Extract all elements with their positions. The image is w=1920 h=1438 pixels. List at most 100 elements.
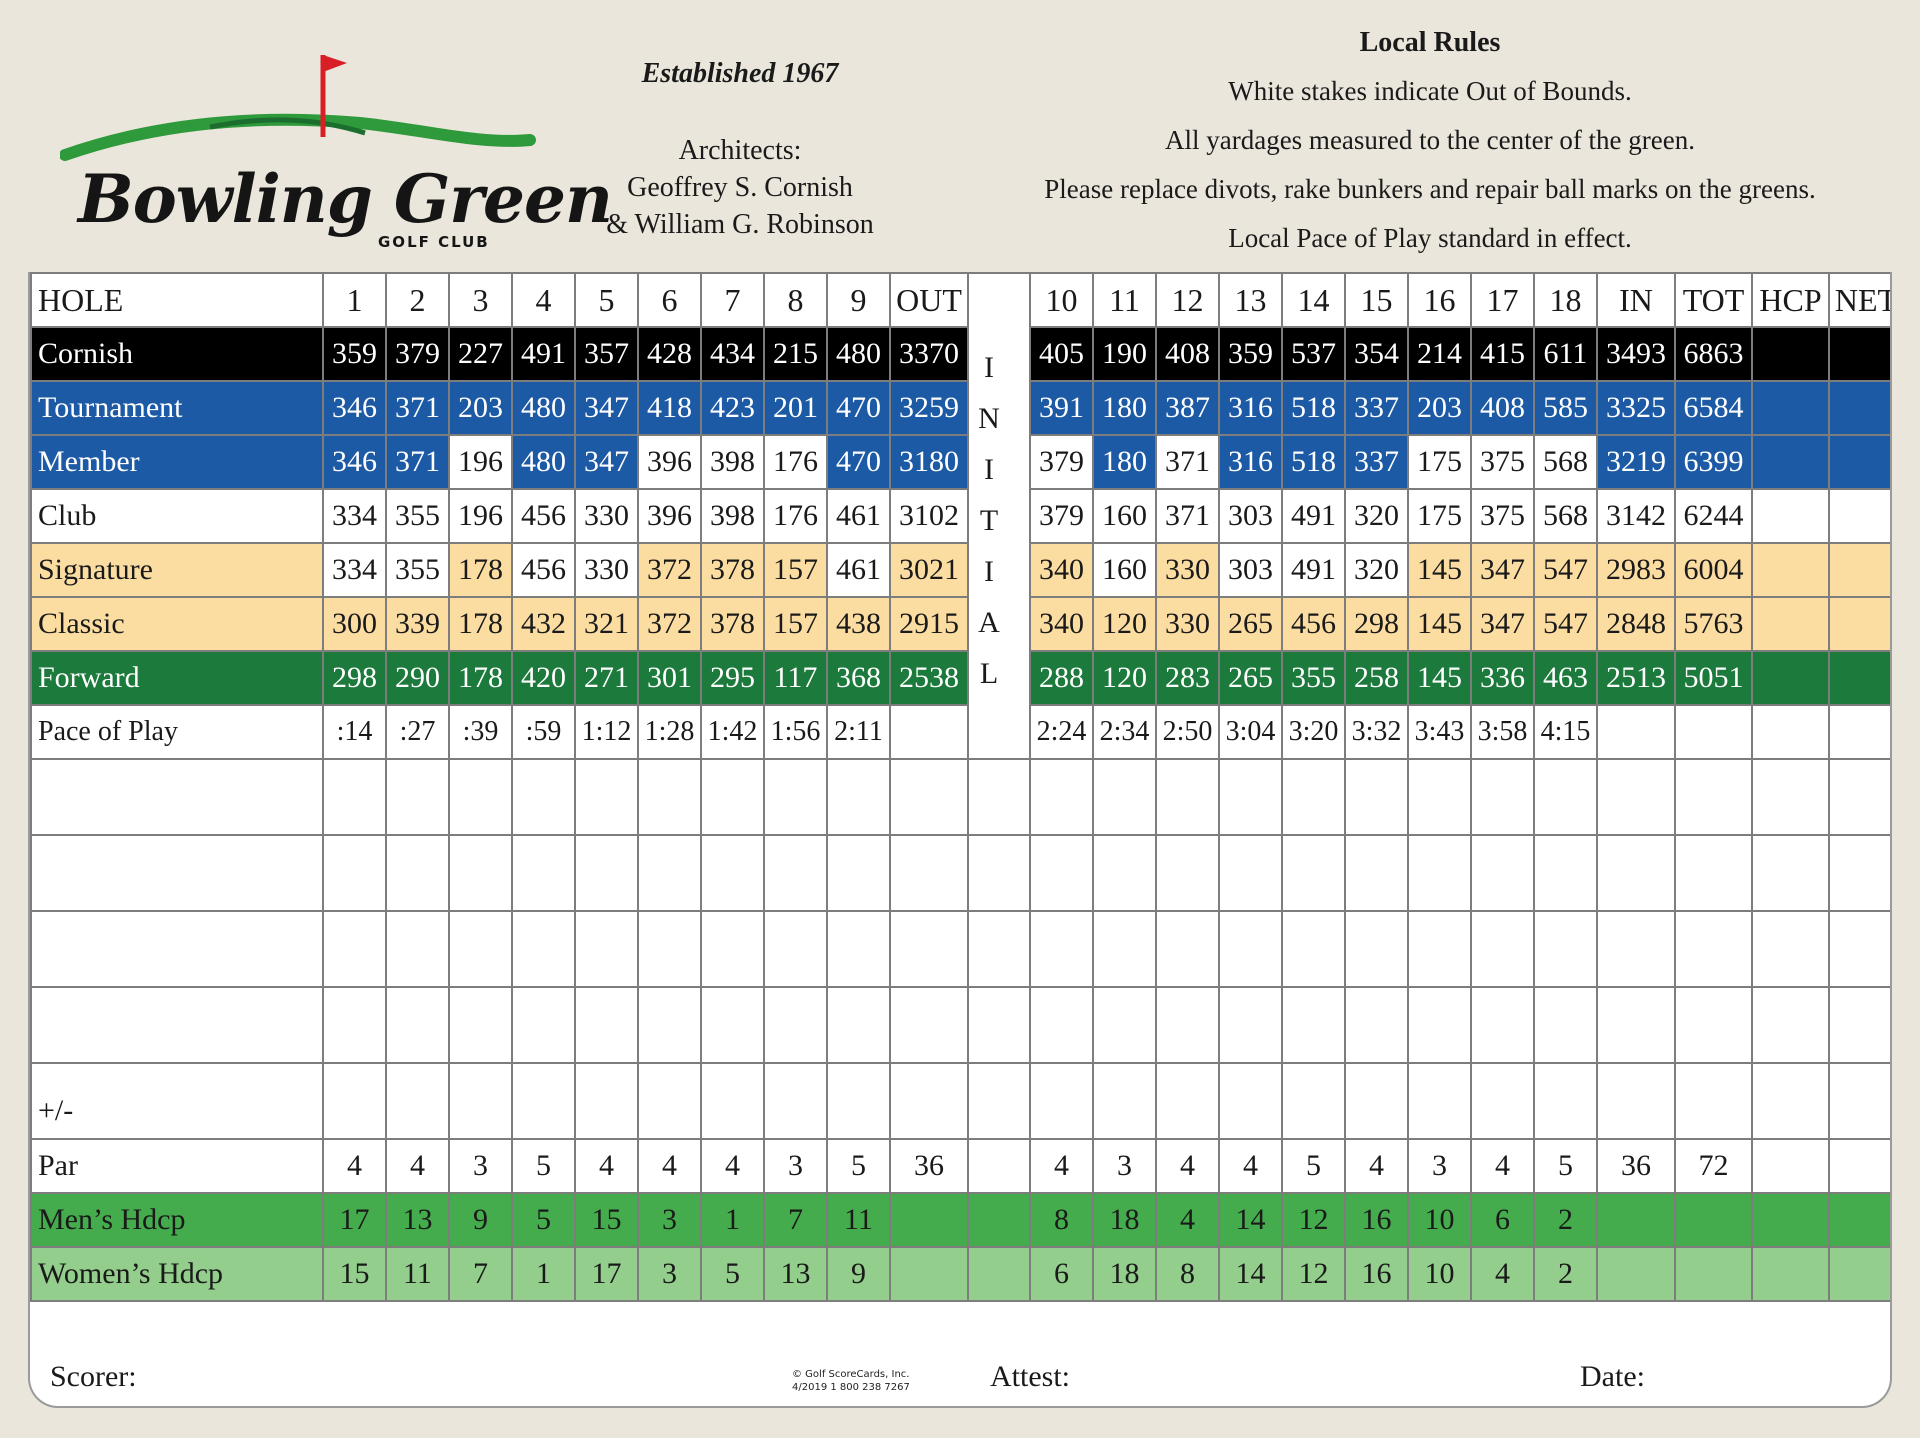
score-entry-cell — [1470, 910, 1535, 988]
tee-row-classic: Classic 300 339 178 432 321 372 378 157 438 2915 34… — [30, 596, 1890, 652]
pace-cell: 1:28 — [637, 704, 702, 760]
hole-header-label: HOLE — [30, 272, 324, 328]
yardage-cell: 354 — [1344, 326, 1409, 382]
total-yardage: 5763 — [1674, 596, 1753, 652]
par-cell: 3 — [1092, 1138, 1157, 1194]
pace-cell: 2:24 — [1029, 704, 1094, 760]
yardage-cell: 295 — [700, 650, 765, 706]
hole-number: 1 — [322, 272, 387, 328]
yardage-cell: 120 — [1092, 596, 1157, 652]
hdcp-cell: 1 — [511, 1246, 576, 1302]
score-entry-cell — [763, 910, 828, 988]
yardage-cell: 196 — [448, 488, 513, 544]
score-entry-cell — [1218, 1062, 1283, 1140]
score-entry-cell — [574, 1062, 639, 1140]
pace-of-play-row: Pace of Play:14:27:39:59 1:12 1:28 1:42 1:56… — [30, 704, 1890, 760]
score-entry-cell — [574, 910, 639, 988]
yardage-cell: 301 — [637, 650, 702, 706]
out-header: OUT — [889, 272, 969, 328]
yardage-cell: 330 — [574, 488, 639, 544]
established: Established 1967 — [641, 58, 839, 89]
par-cell: 4 — [1155, 1138, 1220, 1194]
score-entry-cell — [967, 910, 1031, 988]
player-score-row — [30, 986, 1890, 1064]
yardage-cell: 398 — [700, 434, 765, 490]
score-entry-cell — [1281, 986, 1346, 1064]
hole-number: 12 — [1155, 272, 1220, 328]
score-entry-cell — [763, 758, 828, 836]
yardage-cell: 396 — [637, 434, 702, 490]
par-cell: 5 — [1533, 1138, 1598, 1194]
hcp-cell — [1751, 542, 1830, 598]
yardage-cell: 371 — [1155, 434, 1220, 490]
yardage-cell: 145 — [1407, 650, 1472, 706]
yardage-cell: 346 — [322, 434, 387, 490]
score-entry-cell — [1674, 758, 1753, 836]
par-cell: 4 — [574, 1138, 639, 1194]
yardage-cell: 518 — [1281, 434, 1346, 490]
hdcp-cell: 12 — [1281, 1246, 1346, 1302]
yardage-cell: 303 — [1218, 488, 1283, 544]
par-cell: 4 — [322, 1138, 387, 1194]
yardage-cell: 371 — [385, 434, 450, 490]
hdcp-cell: 6 — [1029, 1246, 1094, 1302]
yardage-cell: 337 — [1344, 380, 1409, 436]
score-entry-cell — [763, 986, 828, 1064]
club-name: Bowling Green — [78, 160, 613, 238]
copyright-line: 4/2019 1 800 238 7267 — [792, 1382, 910, 1393]
score-entry-cell — [826, 986, 891, 1064]
yardage-cell: 337 — [1344, 434, 1409, 490]
par-cell: 3 — [1407, 1138, 1472, 1194]
yardage-cell: 355 — [385, 542, 450, 598]
architects-label: Architects: — [678, 135, 802, 166]
copyright-notice: © Golf ScoreCards, Inc. 4/2019 1 800 238… — [792, 1368, 910, 1394]
local-rules-title: Local Rules — [1359, 27, 1501, 58]
yardage-cell: 355 — [385, 488, 450, 544]
hcp-cell — [1751, 434, 1830, 490]
pace-cell: 3:32 — [1344, 704, 1409, 760]
initial-letter: T — [979, 504, 999, 537]
yardage-cell: 320 — [1344, 542, 1409, 598]
yardage-cell: 568 — [1533, 434, 1598, 490]
flag-swoosh-icon — [60, 55, 536, 161]
yardage-cell: 470 — [826, 434, 891, 490]
empty-cell — [1674, 704, 1753, 760]
out-total: 3102 — [889, 488, 969, 544]
score-entry-cell — [1281, 758, 1346, 836]
tee-row-forward: Forward 298 290 178 420 271 301 295 117 368 2538 28… — [30, 650, 1890, 706]
yardage-cell: 190 — [1092, 326, 1157, 382]
par-cell: 5 — [511, 1138, 576, 1194]
hdcp-empty — [967, 1192, 1031, 1248]
score-entry-cell — [1407, 1062, 1472, 1140]
initial-letter: I — [984, 453, 994, 486]
tee-name: Classic — [30, 596, 324, 652]
yardage-cell: 120 — [1092, 650, 1157, 706]
par-cell: 4 — [1344, 1138, 1409, 1194]
yardage-cell: 375 — [1470, 434, 1535, 490]
net-cell — [1828, 596, 1890, 652]
hdcp-cell: 3 — [637, 1192, 702, 1248]
hdcp-cell: 16 — [1344, 1192, 1409, 1248]
par-cell: 4 — [385, 1138, 450, 1194]
architect-2: & William G. Robinson — [606, 209, 874, 240]
hdcp-cell: 13 — [763, 1246, 828, 1302]
yardage-cell: 547 — [1533, 542, 1598, 598]
par-cell: 4 — [637, 1138, 702, 1194]
date-label: Date: — [1580, 1360, 1645, 1393]
yardage-cell: 491 — [511, 326, 576, 382]
empty-cell — [1596, 704, 1676, 760]
par-cell: 3 — [763, 1138, 828, 1194]
hole-number: 18 — [1533, 272, 1598, 328]
hdcp-cell: 15 — [574, 1192, 639, 1248]
hole-number: 7 — [700, 272, 765, 328]
score-entry-cell — [385, 1062, 450, 1140]
in-total: 3493 — [1596, 326, 1676, 382]
hdcp-cell: 8 — [1029, 1192, 1094, 1248]
tee-name: Club — [30, 488, 324, 544]
yardage-cell: 347 — [574, 434, 639, 490]
hdcp-cell: 11 — [385, 1246, 450, 1302]
yardage-cell: 347 — [1470, 596, 1535, 652]
score-entry-cell — [889, 986, 969, 1064]
hdcp-cell: 10 — [1407, 1246, 1472, 1302]
scorecard-table: HOLE 1 2 3 4 5 6 7 8 9 OUT 10 11 12 13 14 15 16 17 18 IN TOT H… — [30, 272, 1890, 1302]
